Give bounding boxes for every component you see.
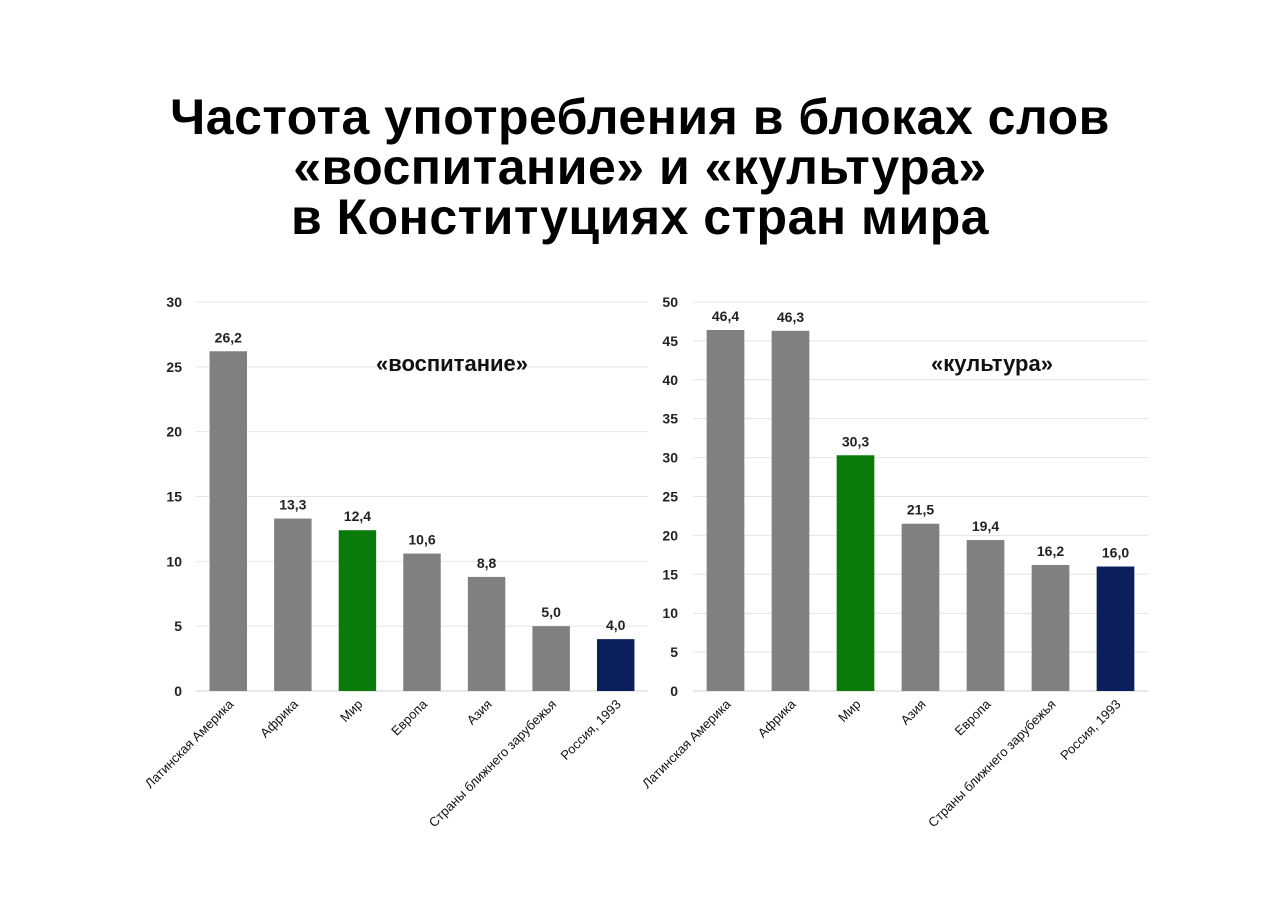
title-line-2: «воспитание» и «культура»	[293, 139, 987, 195]
bar	[274, 518, 312, 691]
y-tick-label: 30	[166, 294, 182, 310]
bar	[966, 540, 1005, 691]
chart-annotation: «культура»	[931, 351, 1053, 376]
y-tick-label: 20	[662, 527, 678, 543]
data-label: 16,2	[1037, 543, 1064, 559]
data-label: 10,6	[408, 532, 435, 548]
y-tick-label: 50	[662, 294, 678, 310]
y-tick-label: 25	[166, 359, 182, 375]
y-tick-label: 20	[166, 424, 182, 440]
y-tick-label: 5	[174, 618, 182, 634]
bar	[403, 553, 441, 691]
y-tick-label: 35	[662, 411, 678, 427]
x-tick-label: Азия	[898, 697, 929, 728]
x-tick-label: Европа	[952, 696, 994, 738]
data-label: 21,5	[907, 502, 934, 518]
data-label: 46,4	[712, 308, 739, 324]
data-label: 26,2	[215, 329, 242, 345]
x-tick-label: Латинская Америка	[639, 696, 734, 791]
x-tick-label: Россия, 1993	[1057, 697, 1123, 763]
x-tick-label: Африка	[755, 696, 800, 741]
bar	[1096, 566, 1135, 691]
bar	[467, 576, 506, 691]
y-tick-label: 10	[166, 553, 182, 569]
data-label: 19,4	[972, 518, 999, 534]
bar	[1031, 564, 1070, 691]
data-label: 4,0	[606, 617, 626, 633]
data-label: 46,3	[777, 309, 804, 325]
bar	[836, 455, 875, 691]
x-tick-label: Мир	[835, 697, 864, 726]
data-label: 16,0	[1102, 545, 1129, 561]
bar	[338, 530, 377, 691]
page-title: Частота употребления в блоках слов «восп…	[0, 92, 1280, 242]
y-tick-label: 15	[662, 566, 678, 582]
bar	[771, 330, 810, 691]
x-tick-label: Страны ближнего зарубежья	[925, 697, 1059, 831]
chart-annotation: «воспитание»	[376, 351, 528, 376]
data-label: 8,8	[477, 555, 497, 571]
data-label: 5,0	[541, 604, 561, 620]
data-label: 13,3	[279, 497, 306, 513]
y-tick-label: 40	[662, 372, 678, 388]
bar	[596, 639, 635, 691]
title-line-3: в Конституциях стран мира	[290, 189, 990, 245]
y-tick-label: 10	[662, 605, 678, 621]
y-tick-label: 0	[174, 683, 182, 699]
bar	[209, 351, 248, 691]
bar	[901, 523, 940, 691]
bar	[532, 626, 570, 691]
y-tick-label: 0	[670, 683, 678, 699]
data-label: 12,4	[344, 508, 371, 524]
y-tick-label: 30	[662, 450, 678, 466]
y-tick-label: 15	[166, 489, 182, 505]
bar	[706, 330, 745, 691]
y-tick-label: 5	[670, 644, 678, 660]
data-label: 30,3	[842, 433, 869, 449]
title-line-1: Частота употребления в блоках слов	[170, 89, 1110, 145]
y-tick-label: 45	[662, 333, 678, 349]
y-tick-label: 25	[662, 489, 678, 505]
